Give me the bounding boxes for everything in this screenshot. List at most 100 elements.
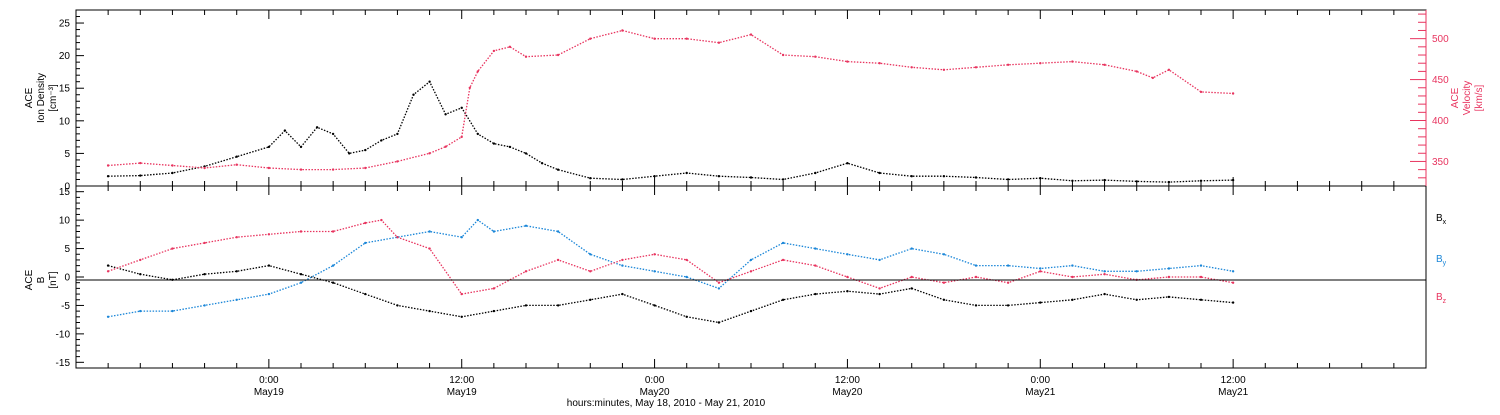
velocity-point	[749, 33, 753, 36]
density-point	[235, 155, 238, 158]
density-point	[139, 174, 142, 177]
velocity-label-line2: Velocity	[1462, 81, 1473, 115]
time-axis-ticks: 0:00May1912:00May190:00May2012:00May200:…	[107, 10, 1395, 398]
bz-point	[267, 233, 271, 236]
density-tick-label: 5	[64, 149, 70, 160]
density-point	[653, 175, 656, 178]
density-tick-label: 20	[59, 51, 71, 62]
by-point	[1135, 270, 1138, 273]
velocity-point	[1231, 92, 1235, 95]
velocity-point	[621, 29, 624, 32]
velocity-point	[974, 66, 978, 69]
velocity-point	[106, 164, 110, 167]
velocity-tick-label: 400	[1432, 116, 1449, 127]
date-tick-label: May19	[447, 387, 477, 398]
x-axis-title: hours:minutes, May 18, 2010 - May 21, 20…	[567, 398, 766, 409]
velocity-point	[685, 37, 688, 40]
by-point	[653, 270, 656, 273]
by-point	[878, 258, 881, 262]
bz-point	[106, 270, 110, 273]
by-point	[171, 309, 174, 313]
bx-point	[814, 292, 817, 296]
field-tick-label: 0	[64, 273, 70, 284]
density-point	[1167, 180, 1171, 184]
field-label-line2: B	[36, 276, 47, 283]
by-point	[299, 281, 303, 284]
bx-point	[139, 273, 142, 276]
bz-point	[235, 236, 238, 239]
bx-point	[106, 264, 110, 267]
density-point	[299, 145, 303, 149]
by-point	[556, 230, 560, 233]
density-series	[106, 80, 1235, 184]
field-tick-label: 15	[59, 187, 71, 198]
density-point	[444, 113, 447, 116]
by-point	[235, 298, 238, 301]
velocity-point	[468, 86, 471, 90]
density-point	[428, 80, 431, 83]
velocity-point	[299, 168, 303, 171]
density-point	[1039, 177, 1042, 180]
by-point	[974, 264, 978, 267]
density-point	[589, 177, 592, 180]
by-point	[428, 230, 431, 233]
bz-trace	[107, 219, 1234, 295]
density-point	[685, 171, 688, 175]
density-point	[508, 145, 512, 149]
velocity-point	[1167, 68, 1171, 72]
bx-trace	[107, 264, 1234, 324]
bz-point	[878, 287, 881, 290]
velocity-tick-label: 450	[1432, 75, 1449, 86]
velocity-point	[171, 164, 174, 167]
bz-point	[139, 258, 142, 262]
field-label-line1: ACE	[24, 269, 35, 290]
legend-by: By	[1436, 254, 1447, 267]
by-point	[331, 264, 335, 267]
velocity-point	[444, 145, 447, 148]
density-label-line2: Ion Density	[36, 73, 47, 123]
by-point	[846, 253, 849, 256]
by-point	[1199, 264, 1203, 267]
date-tick-label: May21	[1218, 387, 1248, 398]
bz-point	[331, 230, 335, 233]
bx-point	[331, 281, 335, 284]
density-point	[412, 93, 415, 96]
velocity-point	[1135, 70, 1138, 73]
field-legend: Bx By Bz	[1436, 213, 1447, 305]
bx-point	[1071, 298, 1074, 301]
velocity-point	[814, 55, 817, 58]
time-tick-label: 0:00	[645, 375, 665, 386]
by-point	[749, 258, 753, 262]
bz-point	[1103, 273, 1106, 276]
field-tick-label: -10	[56, 329, 71, 340]
by-point	[621, 264, 624, 267]
bx-point	[1103, 292, 1106, 296]
by-point	[492, 230, 496, 233]
time-tick-label: 0:00	[1031, 375, 1051, 386]
time-tick-label: 12:00	[835, 375, 860, 386]
by-point	[267, 292, 271, 296]
bx-point	[878, 292, 881, 296]
by-point	[1103, 270, 1106, 273]
bz-point	[203, 241, 206, 245]
velocity-point	[139, 161, 142, 165]
velocity-point	[508, 45, 512, 48]
density-point	[396, 132, 399, 136]
density-tick-label: 25	[59, 19, 71, 30]
bx-point	[942, 298, 946, 301]
bx-point	[428, 309, 431, 313]
field-tick-label: 5	[64, 244, 70, 255]
density-point	[1231, 178, 1235, 182]
velocity-point	[428, 152, 431, 155]
velocity-point	[364, 166, 367, 170]
velocity-point	[267, 166, 271, 170]
density-tick-label: 0	[64, 182, 70, 193]
by-point	[717, 287, 721, 290]
by-point	[910, 247, 913, 250]
bx-point	[974, 304, 978, 307]
bz-point	[910, 275, 913, 279]
bz-point	[1039, 270, 1042, 273]
bz-point	[589, 270, 592, 273]
date-tick-label: May21	[1025, 387, 1055, 398]
